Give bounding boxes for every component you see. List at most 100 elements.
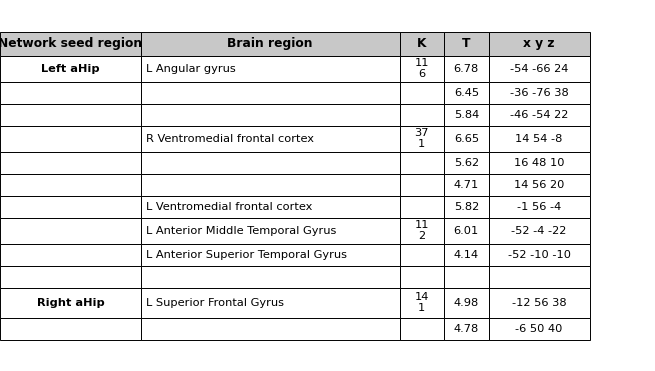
Bar <box>400 174 444 196</box>
Bar <box>141 266 400 288</box>
Text: 5.84: 5.84 <box>454 109 479 119</box>
Bar <box>0 318 141 339</box>
Bar <box>141 217 400 243</box>
Bar <box>489 104 590 125</box>
Bar <box>489 56 590 82</box>
Text: 6.65: 6.65 <box>454 134 479 144</box>
Bar <box>489 82 590 104</box>
Bar <box>400 104 444 125</box>
Bar <box>444 288 489 318</box>
Bar <box>0 243 141 266</box>
Text: -6 50 40: -6 50 40 <box>515 324 563 334</box>
Bar <box>489 266 590 288</box>
Bar <box>400 125 444 151</box>
Bar <box>489 318 590 339</box>
Text: L Anterior Middle Temporal Gyrus: L Anterior Middle Temporal Gyrus <box>146 226 336 236</box>
Bar <box>489 196 590 217</box>
Bar <box>444 125 489 151</box>
Bar <box>0 288 141 318</box>
Text: x y z: x y z <box>523 37 555 50</box>
Bar <box>0 174 141 196</box>
Text: Network seed region: Network seed region <box>0 37 143 50</box>
Text: 11
2: 11 2 <box>415 220 429 241</box>
Bar <box>444 318 489 339</box>
Bar <box>400 266 444 288</box>
Text: -12 56 38: -12 56 38 <box>512 298 567 308</box>
Bar <box>400 243 444 266</box>
Bar <box>444 151 489 174</box>
Bar <box>400 318 444 339</box>
Bar <box>0 82 141 104</box>
Bar <box>141 288 400 318</box>
Bar <box>0 104 141 125</box>
Bar <box>444 266 489 288</box>
Bar <box>141 56 400 82</box>
Bar <box>444 174 489 196</box>
Bar <box>489 32 590 56</box>
Bar <box>0 56 141 82</box>
Bar <box>141 174 400 196</box>
Bar <box>489 243 590 266</box>
Bar <box>444 82 489 104</box>
Bar <box>0 217 141 243</box>
Text: -46 -54 22: -46 -54 22 <box>510 109 569 119</box>
Bar <box>0 32 141 56</box>
Bar <box>400 32 444 56</box>
Bar <box>444 32 489 56</box>
Text: 37
1: 37 1 <box>415 128 429 149</box>
Text: L Ventromedial frontal cortex: L Ventromedial frontal cortex <box>146 201 312 211</box>
Bar <box>489 151 590 174</box>
Bar <box>489 217 590 243</box>
Text: 6.01: 6.01 <box>454 226 479 236</box>
Bar <box>141 243 400 266</box>
Text: 11
6: 11 6 <box>415 58 429 79</box>
Text: 4.71: 4.71 <box>454 180 479 190</box>
Bar <box>0 151 141 174</box>
Text: R Ventromedial frontal cortex: R Ventromedial frontal cortex <box>146 134 314 144</box>
Text: -54 -66 24: -54 -66 24 <box>510 63 569 73</box>
Bar <box>141 125 400 151</box>
Bar <box>400 82 444 104</box>
Bar <box>444 104 489 125</box>
Text: 16 48 10: 16 48 10 <box>514 158 565 167</box>
Text: -1 56 -4: -1 56 -4 <box>517 201 561 211</box>
Text: 4.98: 4.98 <box>454 298 479 308</box>
Text: 14
1: 14 1 <box>415 292 429 313</box>
Bar <box>489 174 590 196</box>
Text: Left aHip: Left aHip <box>41 63 100 73</box>
Bar <box>489 288 590 318</box>
Text: Brain region: Brain region <box>227 37 313 50</box>
Text: L Anterior Superior Temporal Gyrus: L Anterior Superior Temporal Gyrus <box>146 250 347 259</box>
Bar <box>141 318 400 339</box>
Text: 4.14: 4.14 <box>454 250 479 259</box>
Text: -52 -4 -22: -52 -4 -22 <box>512 226 567 236</box>
Bar <box>400 196 444 217</box>
Bar <box>400 151 444 174</box>
Bar <box>141 82 400 104</box>
Text: -52 -10 -10: -52 -10 -10 <box>508 250 571 259</box>
Text: -36 -76 38: -36 -76 38 <box>510 88 569 98</box>
Text: Right aHip: Right aHip <box>37 298 104 308</box>
Bar <box>141 32 400 56</box>
Text: T: T <box>462 37 470 50</box>
Bar <box>444 196 489 217</box>
Bar <box>141 151 400 174</box>
Text: 5.82: 5.82 <box>454 201 479 211</box>
Bar <box>400 56 444 82</box>
Bar <box>0 266 141 288</box>
Text: K: K <box>417 37 426 50</box>
Bar <box>141 196 400 217</box>
Bar <box>444 217 489 243</box>
Text: L Angular gyrus: L Angular gyrus <box>146 63 236 73</box>
Bar <box>400 217 444 243</box>
Text: 4.78: 4.78 <box>454 324 479 334</box>
Bar <box>444 56 489 82</box>
Bar <box>489 125 590 151</box>
Text: 6.78: 6.78 <box>454 63 479 73</box>
Bar <box>444 243 489 266</box>
Text: 6.45: 6.45 <box>454 88 479 98</box>
Bar <box>400 288 444 318</box>
Bar <box>0 196 141 217</box>
Text: 14 56 20: 14 56 20 <box>514 180 564 190</box>
Bar <box>0 125 141 151</box>
